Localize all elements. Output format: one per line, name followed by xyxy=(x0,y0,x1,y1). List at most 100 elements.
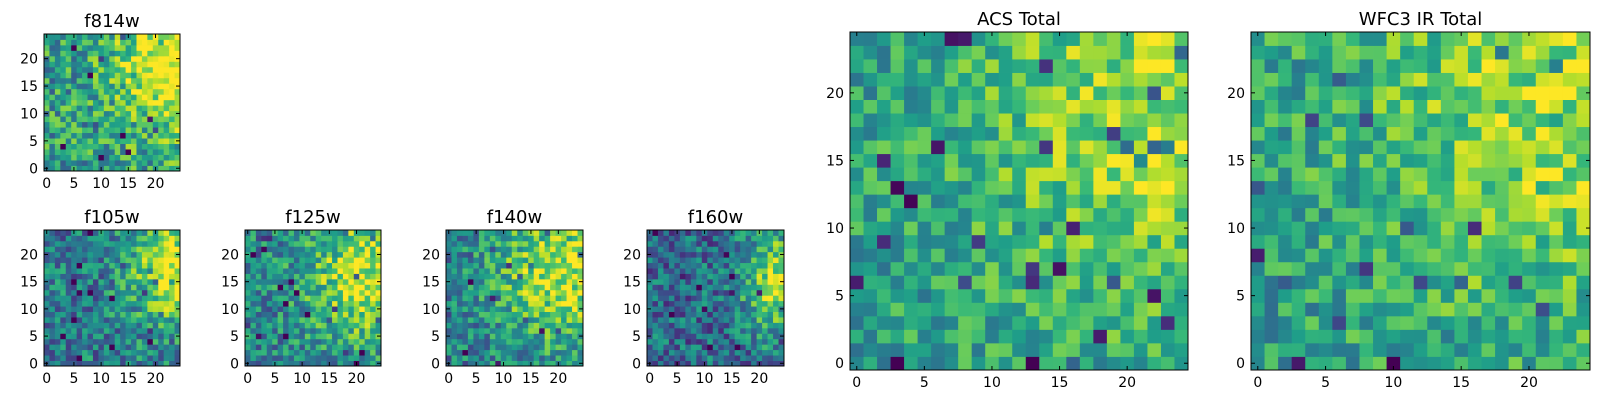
heatmap-cell xyxy=(1332,261,1347,276)
heatmap-cell xyxy=(767,251,774,258)
heatmap-cell xyxy=(277,235,284,242)
heatmap-cell xyxy=(679,300,686,307)
heatmap-cell xyxy=(277,246,284,253)
heatmap-cell xyxy=(169,39,175,46)
heatmap-cell xyxy=(1120,99,1135,114)
heatmap-cell xyxy=(712,344,719,351)
heatmap-cell xyxy=(261,360,268,367)
heatmap-cell xyxy=(1066,261,1081,276)
heatmap-cell xyxy=(114,50,121,57)
heatmap-cell xyxy=(109,295,116,302)
heatmap-cell xyxy=(1400,261,1415,276)
heatmap-cell xyxy=(550,289,556,296)
heatmap-cell xyxy=(495,322,502,329)
heatmap-cell xyxy=(1427,302,1442,317)
heatmap-cell xyxy=(1427,45,1442,60)
heatmap-cell xyxy=(467,360,474,367)
heatmap-cell xyxy=(1481,356,1496,371)
heatmap-cell xyxy=(103,105,110,112)
heatmap-cell xyxy=(971,140,986,155)
heatmap-cell xyxy=(451,268,458,274)
heatmap-cell xyxy=(332,355,338,361)
heatmap-cell xyxy=(1440,45,1455,60)
heatmap-cell xyxy=(1093,248,1108,263)
heatmap-cell xyxy=(462,268,469,274)
heatmap-cell xyxy=(767,300,774,307)
heatmap-cell xyxy=(44,77,50,84)
x-tick-label: 20 xyxy=(147,176,165,192)
heatmap-cell xyxy=(506,230,513,236)
heatmap-cell xyxy=(272,300,279,307)
heatmap-cell xyxy=(1440,167,1455,182)
heatmap-cell xyxy=(136,246,143,253)
heatmap-cell xyxy=(1025,140,1040,155)
heatmap-cell xyxy=(484,235,491,242)
heatmap-cell xyxy=(125,268,132,274)
heatmap-cell xyxy=(729,327,736,334)
heatmap-cell xyxy=(740,333,747,340)
heatmap-cell xyxy=(712,268,719,274)
heatmap-cell xyxy=(1120,356,1135,371)
heatmap-cell xyxy=(917,113,932,128)
heatmap-cell xyxy=(76,88,83,95)
heatmap-cell xyxy=(147,127,154,134)
heatmap-cell xyxy=(506,327,513,334)
heatmap-cell xyxy=(49,55,56,62)
heatmap-cell xyxy=(92,311,99,318)
heatmap-cell xyxy=(723,278,730,285)
heatmap-cell xyxy=(304,327,311,334)
heatmap-cell xyxy=(1413,113,1428,128)
heatmap-cell xyxy=(971,329,986,344)
heatmap-cell xyxy=(44,88,50,95)
heatmap-cell xyxy=(293,251,300,258)
heatmap-cell xyxy=(163,88,170,95)
heatmap-cell xyxy=(998,153,1013,168)
heatmap-cell xyxy=(1025,32,1040,46)
heatmap-cell xyxy=(663,278,670,285)
heatmap-cell xyxy=(272,289,279,296)
heatmap-cell xyxy=(370,230,376,236)
heatmap-cell xyxy=(353,349,360,356)
heatmap-cell xyxy=(326,333,333,340)
heatmap-cell xyxy=(1549,45,1564,60)
panel-title: f814w xyxy=(84,11,139,32)
heatmap-cell xyxy=(550,333,556,340)
heatmap-cell xyxy=(484,360,491,367)
heatmap-cell xyxy=(1174,275,1189,290)
heatmap-cell xyxy=(663,235,670,242)
heatmap-cell xyxy=(762,344,768,351)
heatmap-cell xyxy=(1106,288,1121,303)
heatmap-cell xyxy=(277,300,284,307)
heatmap-cell xyxy=(266,338,273,345)
heatmap-cell xyxy=(1440,126,1455,141)
heatmap-cell xyxy=(76,278,83,285)
heatmap-cell xyxy=(685,306,692,312)
heatmap-cell xyxy=(304,295,311,302)
y-tick-label: 20 xyxy=(20,247,38,263)
heatmap-cell xyxy=(342,327,349,334)
heatmap-cell xyxy=(511,322,518,329)
heatmap-cell xyxy=(1467,221,1482,236)
heatmap-cell xyxy=(577,268,584,274)
heatmap-cell xyxy=(1133,261,1148,276)
heatmap-cell xyxy=(566,257,573,264)
heatmap-cell xyxy=(87,355,94,361)
heatmap-cell xyxy=(87,317,94,323)
heatmap-cell xyxy=(250,338,257,345)
x-tick-label: 15 xyxy=(320,371,338,387)
axes-frame xyxy=(849,31,1189,371)
heatmap-cell xyxy=(1039,126,1054,141)
heatmap-cell xyxy=(1481,329,1496,344)
heatmap-cell xyxy=(462,300,469,307)
heatmap-cell xyxy=(109,327,116,334)
heatmap-cells xyxy=(245,230,382,367)
heatmap-cell xyxy=(375,289,382,296)
heatmap-cell xyxy=(103,138,110,144)
heatmap-cell xyxy=(707,246,714,253)
heatmap-cell xyxy=(1413,99,1428,114)
heatmap-cell xyxy=(971,275,986,290)
heatmap-cell xyxy=(174,116,181,123)
heatmap-cell xyxy=(451,251,458,258)
heatmap-cell xyxy=(495,311,502,318)
heatmap-cell xyxy=(712,338,719,345)
